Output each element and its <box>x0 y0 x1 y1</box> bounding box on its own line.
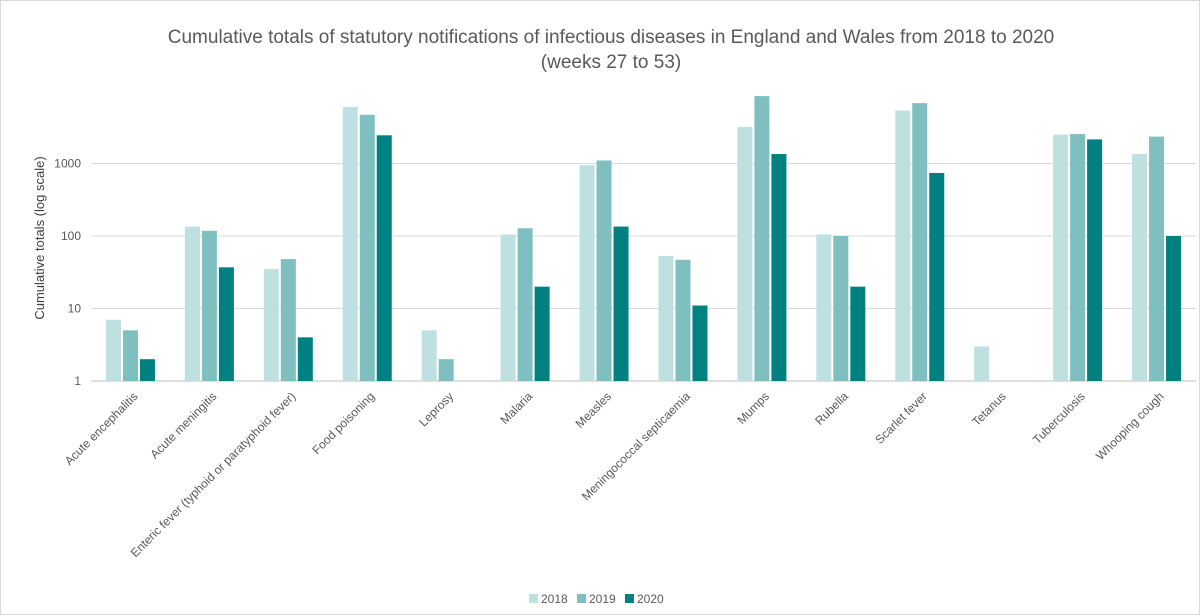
chart-title: Cumulative totals of statutory notificat… <box>168 27 1054 48</box>
y-axis-ticks: 1 10 100 1000 <box>54 157 81 389</box>
y-tick-label: 1 <box>74 374 81 388</box>
x-axis-ticks: Acute encephalitis Acute meningitisEnteri… <box>62 389 1167 560</box>
bar-2019 <box>201 230 217 381</box>
bar-2020 <box>297 337 313 381</box>
gridlines <box>91 163 1196 382</box>
x-tick-label: Malaria <box>497 389 535 427</box>
bar-2018 <box>737 126 753 382</box>
legend-swatch <box>577 594 586 603</box>
x-tick-label: Whooping cough <box>1093 389 1167 463</box>
bar-2019 <box>1070 134 1086 381</box>
legend-swatch <box>625 594 634 603</box>
x-tick-label: Mumps <box>734 389 772 427</box>
bar-2019 <box>122 330 138 381</box>
x-tick-label: Measles <box>573 389 614 430</box>
bar-2020 <box>218 267 234 381</box>
bars <box>105 96 1182 382</box>
bar-2020 <box>613 226 629 381</box>
bar-2018 <box>263 269 279 381</box>
x-tick-label: Food poisoning <box>309 389 377 457</box>
bar-2019 <box>438 359 454 381</box>
legend-label: 2020 <box>637 592 664 606</box>
bar-2018 <box>1053 134 1069 381</box>
bar-2020 <box>771 154 787 381</box>
y-tick-label: 100 <box>61 229 81 243</box>
bar-2018 <box>816 234 832 381</box>
bar-2020 <box>534 286 550 381</box>
chart-subtitle: (weeks 27 to 53) <box>541 52 681 73</box>
y-axis-title: Cumulative totals (log scale) <box>32 156 47 319</box>
bar-2019 <box>1149 136 1165 381</box>
x-tick-label: Enteric fever (typhoid or paratyphoid fe… <box>128 389 299 560</box>
y-tick-label: 1000 <box>54 157 81 171</box>
bar-2020 <box>850 286 866 381</box>
legend: 2018 2019 2020 <box>529 592 664 606</box>
bar-2020 <box>376 135 392 381</box>
x-tick-label: Tuberculosis <box>1030 389 1088 447</box>
bar-2019 <box>280 259 296 381</box>
bar-2019 <box>754 96 770 381</box>
legend-label: 2019 <box>589 592 616 606</box>
bar-2020 <box>692 305 708 381</box>
bar-2019 <box>359 114 375 382</box>
bar-2019 <box>517 228 533 381</box>
bar-2020 <box>139 359 155 381</box>
bar-2018 <box>105 319 121 381</box>
bar-2018 <box>421 330 437 381</box>
bar-2020 <box>1087 139 1103 381</box>
x-tick-label: Acute encephalitis <box>62 389 141 468</box>
bar-2018 <box>974 346 990 381</box>
x-tick-label: Tetanus <box>969 389 1009 429</box>
bar-2018 <box>579 165 595 381</box>
y-tick-label: 10 <box>68 302 82 316</box>
bar-2019 <box>912 103 928 382</box>
bar-2018 <box>1132 154 1148 381</box>
x-tick-label: Rubella <box>812 389 851 428</box>
bar-2020 <box>1166 236 1182 381</box>
x-tick-label: Scarlet fever <box>872 389 930 447</box>
bar-2020 <box>929 172 945 381</box>
legend-label: 2018 <box>541 592 568 606</box>
bar-2018 <box>895 110 911 381</box>
bar-2018 <box>184 226 200 381</box>
bar-2018 <box>342 107 358 381</box>
bar-2019 <box>675 259 691 381</box>
bar-2018 <box>500 234 516 381</box>
legend-swatch <box>529 594 538 603</box>
x-tick-label: Leprosy <box>416 389 456 429</box>
bar-2018 <box>658 255 674 381</box>
x-tick-label: Acute meningitis <box>147 389 219 461</box>
bar-2019 <box>833 236 849 381</box>
bar-2019 <box>596 160 612 381</box>
